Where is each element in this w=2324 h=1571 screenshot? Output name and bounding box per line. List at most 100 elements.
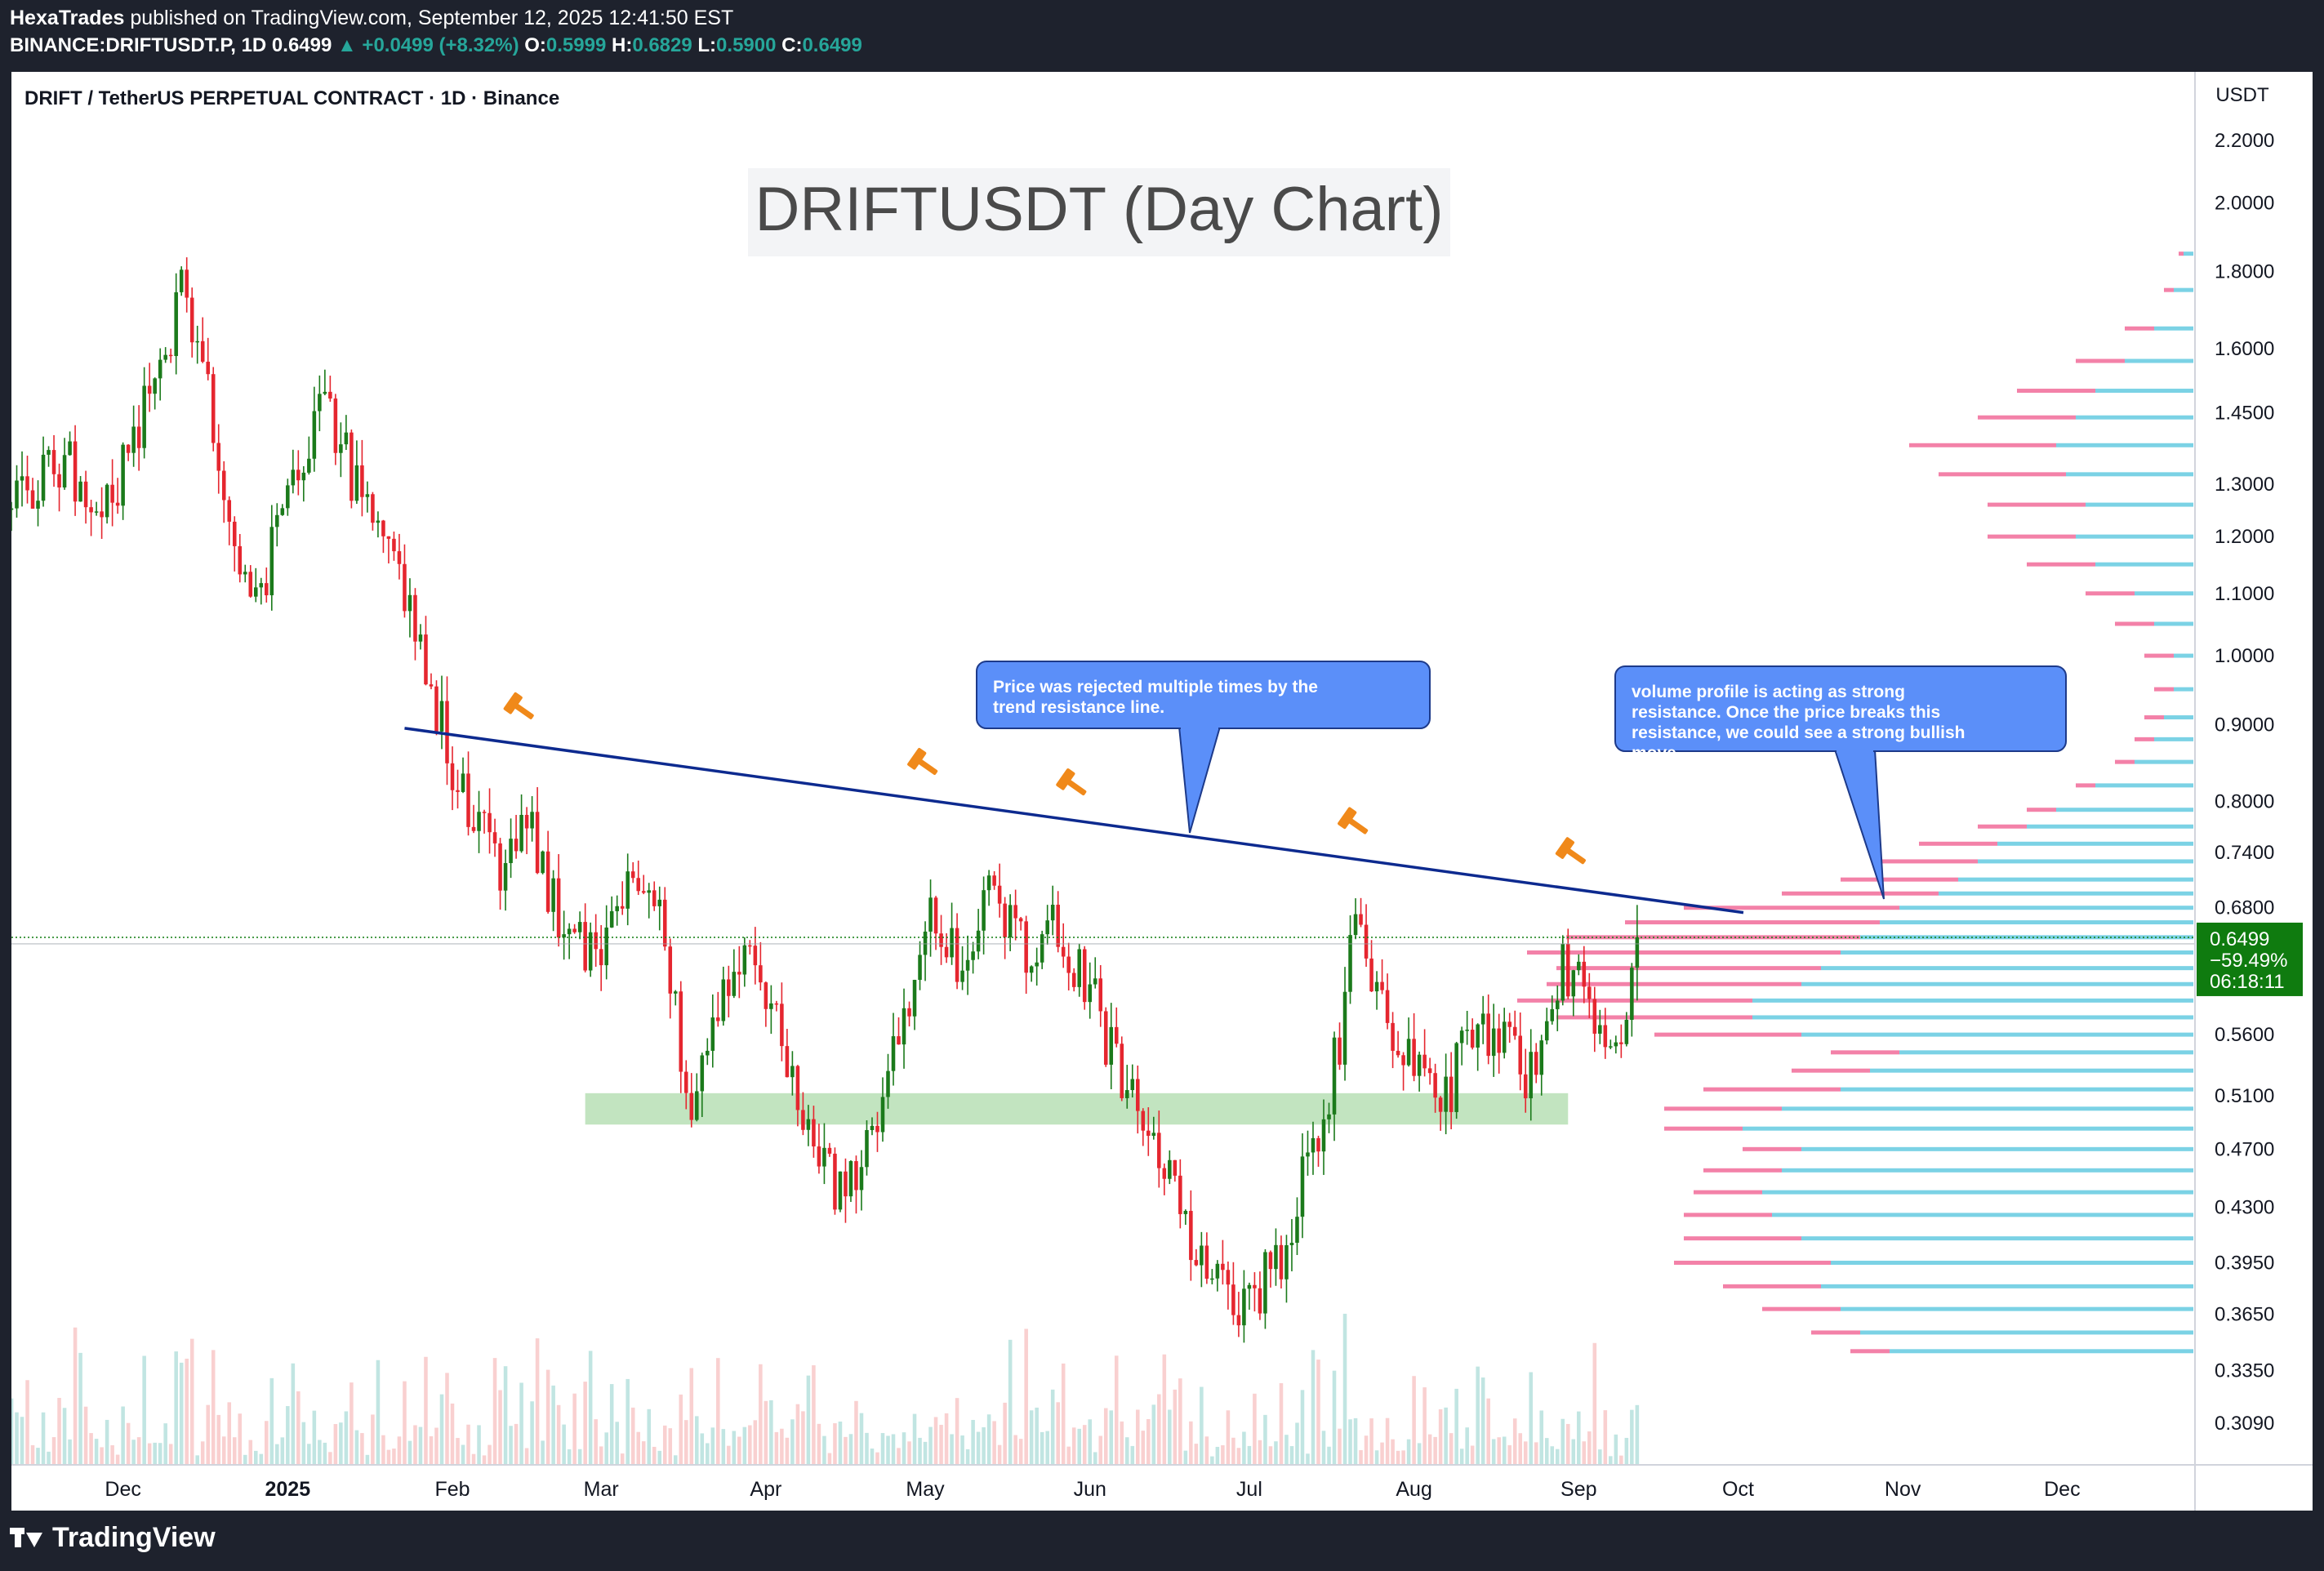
candle-body: [716, 1017, 720, 1021]
volume-bar: [1422, 1387, 1427, 1465]
candle-body: [318, 394, 322, 412]
volume-profile-down-bar: [2086, 591, 2135, 596]
volume-bar: [1433, 1436, 1437, 1465]
volume-bar: [397, 1436, 402, 1465]
volume-bar: [1157, 1394, 1161, 1465]
volume-profile-down-bar: [1988, 502, 2086, 507]
volume-profile-up-bar: [2164, 715, 2193, 720]
volume-bar: [604, 1432, 608, 1465]
volume-profile-down-bar: [1566, 935, 1860, 940]
candle-body: [641, 891, 646, 893]
volume-bar: [371, 1414, 375, 1465]
volume-bar: [1359, 1449, 1363, 1465]
tradingview-logo[interactable]: TradingView: [10, 1522, 216, 1554]
volume-bar: [392, 1449, 396, 1465]
candle-body: [121, 444, 125, 506]
candle-body: [1560, 944, 1565, 1001]
volume-profile-up-bar: [1841, 950, 2193, 955]
candle-body: [20, 476, 24, 481]
volume-bar: [1582, 1441, 1587, 1465]
open-label: O:: [524, 34, 546, 56]
volume-bar: [572, 1393, 577, 1465]
volume-bar: [986, 1414, 991, 1465]
candle-body: [461, 773, 465, 792]
volume-profile-up-bar: [2076, 415, 2193, 420]
volume-bar: [790, 1419, 795, 1465]
candle-body: [695, 1091, 699, 1120]
candle-body: [15, 480, 19, 509]
volume-bar: [1571, 1439, 1576, 1465]
candle-body: [1592, 999, 1597, 1034]
candle-body: [248, 572, 253, 597]
candle-body: [1162, 1168, 1167, 1179]
candle-body: [200, 340, 205, 362]
gavel-icon-head: [1338, 807, 1357, 830]
candle-body: [1529, 1052, 1534, 1099]
candle-body: [577, 922, 582, 932]
volume-bar: [15, 1412, 19, 1465]
volume-bar: [1253, 1393, 1257, 1465]
time-axis[interactable]: Dec 2025 Feb Mar Apr May Jun Jul Aug Sep Oct Nov Dec: [105, 1478, 2080, 1501]
volume-bar: [248, 1440, 253, 1465]
author-name[interactable]: HexaTrades: [10, 7, 125, 29]
volume-profile-up-bar: [2095, 389, 2193, 394]
volume-bar: [482, 1455, 487, 1465]
volume-profile-down-bar: [1782, 891, 1939, 896]
candle-body: [1056, 905, 1060, 947]
volume-bar: [545, 1369, 550, 1465]
candle-body: [471, 826, 476, 831]
candle-body: [902, 1008, 906, 1045]
candle-body: [1577, 961, 1581, 971]
volume-bar: [870, 1449, 875, 1465]
candle-body: [897, 1036, 901, 1045]
chart-area[interactable]: Price was rejected multiple times by the…: [11, 72, 2313, 1511]
volume-bar: [519, 1382, 523, 1465]
volume-bar: [1194, 1444, 1199, 1465]
candle-body: [912, 980, 917, 1017]
volume-bar: [965, 1449, 970, 1465]
volume-bar: [902, 1432, 906, 1465]
chart-canvas[interactable]: Price was rejected multiple times by the…: [11, 72, 2313, 1511]
candle-body: [354, 465, 359, 501]
candle-body: [1077, 949, 1081, 987]
candle-body: [759, 965, 763, 983]
title-annotation[interactable]: DRIFTUSDT (Day Chart): [748, 168, 1450, 256]
volume-bar: [456, 1438, 460, 1465]
candle-body: [1268, 1252, 1273, 1270]
candle-body: [1003, 903, 1007, 937]
volume-bar: [583, 1382, 587, 1465]
candle-body: [1221, 1263, 1225, 1271]
candle-body: [100, 511, 104, 518]
candle-body: [68, 441, 72, 456]
price-tick-label: 0.3350: [2215, 1360, 2274, 1382]
candle-body: [1279, 1244, 1284, 1279]
volume-profile-down-bar: [2144, 653, 2174, 658]
volume-bar: [265, 1421, 269, 1465]
volume-bar: [158, 1443, 163, 1465]
candle-body: [301, 472, 306, 481]
volume-bar: [238, 1413, 243, 1465]
volume-profile-down-bar: [2076, 783, 2095, 788]
candle-body: [1396, 1050, 1400, 1056]
candle-body: [1157, 1133, 1161, 1168]
candle-body: [376, 520, 381, 523]
candle-body: [349, 432, 354, 501]
volume-bar: [1178, 1378, 1182, 1465]
candle-body: [269, 527, 274, 596]
candle-body: [992, 875, 996, 886]
volume-bar: [928, 1426, 933, 1465]
candle-body: [1029, 966, 1034, 973]
volume-bar: [1454, 1388, 1458, 1465]
volume-bar: [185, 1358, 189, 1465]
gavel-icon-handle: [1346, 817, 1369, 834]
candle-body: [1338, 1037, 1342, 1065]
volume-profile-down-bar: [1517, 998, 1752, 1003]
volume-bar: [413, 1425, 417, 1465]
candle-body: [599, 949, 603, 966]
candle-body: [769, 1003, 773, 1009]
price-axis[interactable]: USDT 2.2000 2.0000 1.8000 1.6000 1.4500 1.3000…: [2197, 84, 2303, 1435]
volume-profile-up-bar: [2154, 621, 2193, 626]
volume-profile-up-bar: [1801, 1032, 2193, 1037]
callout-volume-profile: volume profile is acting as strong resist…: [1614, 665, 2067, 900]
tradingview-logo-icon: [10, 1526, 46, 1549]
